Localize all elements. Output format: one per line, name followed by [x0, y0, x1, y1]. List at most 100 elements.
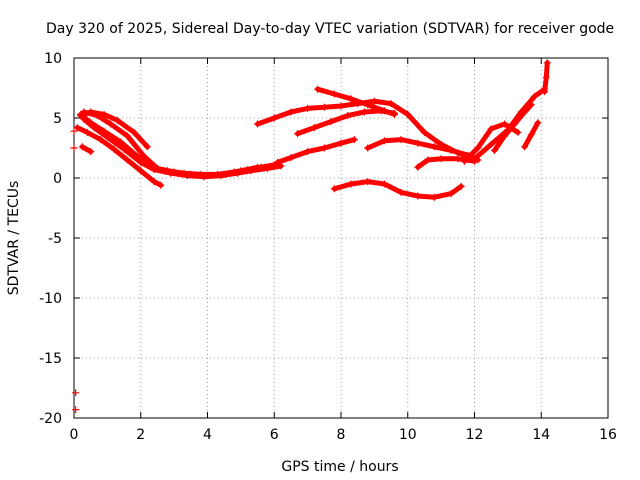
data-point [377, 107, 385, 115]
data-point [534, 119, 542, 127]
data-point [380, 180, 388, 188]
data-point [100, 110, 108, 118]
data-point [123, 156, 131, 164]
data-point [73, 124, 81, 132]
data-point [542, 73, 550, 81]
y-tick-label: 10 [44, 51, 62, 67]
data-point [414, 139, 422, 147]
data-point [140, 152, 148, 160]
series-pass-j [274, 136, 358, 166]
data-point [397, 136, 405, 144]
series-pass-l [330, 178, 465, 201]
data-point [327, 118, 335, 126]
data-point [130, 128, 138, 136]
data-point [274, 158, 282, 166]
data-point [150, 178, 158, 186]
data-point [78, 143, 86, 151]
series-pass-e [77, 108, 151, 151]
data-point [107, 120, 115, 128]
data-point [414, 192, 422, 200]
x-tick-label: 14 [532, 427, 550, 443]
data-point [77, 112, 85, 120]
data-point [397, 188, 405, 196]
data-point [304, 104, 312, 112]
data-point [543, 59, 551, 67]
data-point [430, 143, 438, 151]
data-point [254, 120, 262, 128]
data-point [370, 97, 378, 105]
data-point [414, 163, 422, 171]
x-tick-label: 10 [399, 427, 417, 443]
series-pass-i [294, 107, 398, 138]
y-tick-label: 0 [53, 171, 62, 187]
x-tick-label: 0 [70, 427, 79, 443]
series-pass-f [78, 143, 95, 156]
series-pass-g [254, 97, 478, 163]
data-point [103, 133, 111, 141]
data-point [430, 193, 438, 201]
data-point [527, 101, 535, 109]
data-point [527, 131, 535, 139]
data-point [531, 92, 539, 100]
data-point [157, 181, 165, 189]
data-point [350, 136, 358, 144]
data-point [187, 170, 195, 178]
data-point [344, 112, 352, 120]
data-point [364, 101, 372, 109]
data-point [204, 172, 211, 180]
y-tick-label: -20 [39, 411, 62, 427]
isolated-point [70, 127, 78, 135]
x-tick-label: 16 [599, 427, 617, 443]
data-point [454, 155, 462, 163]
data-point [287, 154, 295, 162]
isolated-point [72, 406, 80, 414]
data-point [487, 125, 495, 133]
data-point [310, 124, 318, 132]
data-point [347, 95, 355, 103]
data-point [514, 128, 522, 136]
y-axis-label: SDTVAR / TECUs [6, 181, 22, 296]
data-point [404, 110, 412, 118]
data-point [330, 185, 338, 193]
data-point [511, 120, 519, 128]
data-point [364, 178, 372, 186]
data-point [254, 163, 262, 171]
data-point [424, 156, 432, 164]
data-point [97, 136, 105, 144]
data-point [390, 109, 398, 117]
data-point [447, 146, 455, 154]
data-point [237, 167, 245, 175]
data-series [70, 59, 551, 414]
x-tick-label: 4 [203, 427, 212, 443]
data-point [447, 190, 455, 198]
data-point [420, 128, 428, 136]
data-point [474, 144, 482, 152]
data-point [143, 143, 151, 151]
data-point [110, 145, 118, 153]
axis-ticks: 0 2 4 6 8 10 12 14 16 -20 -15 -10 -5 0 5 10 [39, 51, 617, 443]
data-point [123, 132, 131, 140]
series-line [79, 144, 94, 155]
data-point [113, 116, 121, 124]
y-tick-label: 5 [53, 111, 62, 127]
data-point [264, 164, 272, 172]
x-axis-label: GPS time / hours [281, 459, 398, 475]
data-point [294, 130, 302, 138]
data-point [360, 108, 368, 116]
data-point [320, 103, 328, 111]
data-point [87, 148, 95, 156]
data-point [87, 108, 95, 116]
x-tick-label: 6 [270, 427, 279, 443]
data-point [501, 132, 509, 140]
data-point [83, 128, 91, 136]
data-point [120, 145, 128, 153]
data-point [364, 144, 372, 152]
series-pass-r [541, 59, 551, 96]
data-point [471, 155, 478, 163]
data-point [304, 148, 312, 156]
series-pass-d [73, 124, 165, 189]
data-point [491, 146, 499, 154]
data-point [387, 100, 395, 108]
data-point [320, 144, 328, 152]
